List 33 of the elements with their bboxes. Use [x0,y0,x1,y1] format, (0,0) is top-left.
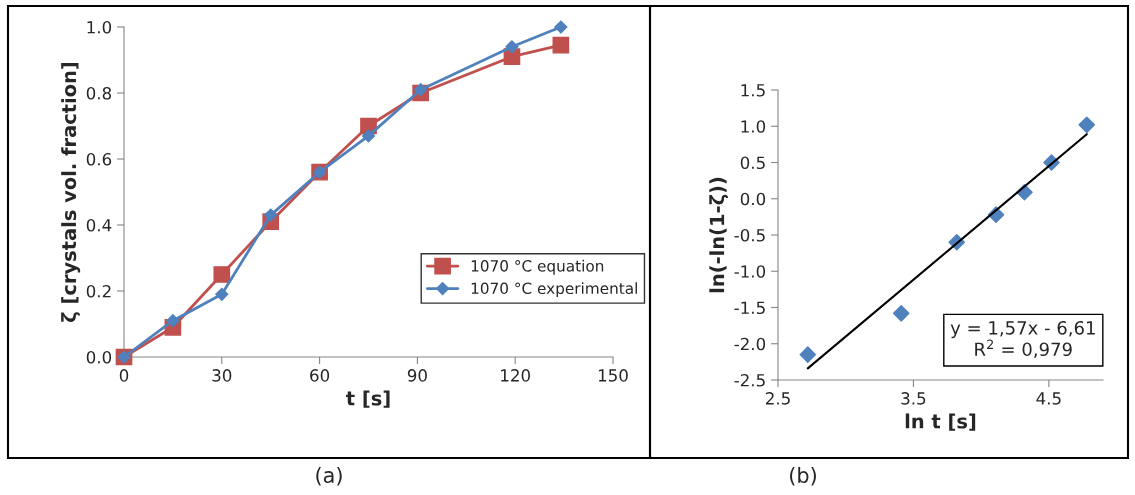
y-axis-title: ζ [crystals vol. fraction] [61,62,81,322]
annotation: y = 1,57x - 6,61 R$^{2}$ = 0,979 [950,320,1095,358]
y-tick-label: 0.2 [86,284,111,298]
y-tick-label: 0.0 [740,192,766,206]
x-tick-label: 30 [212,369,232,382]
x-tick-label: 60 [310,369,330,382]
y-tick-label: 0.4 [86,218,112,232]
y-tick-label: -2.0 [734,337,766,351]
y-tick-label: 0.6 [86,152,112,166]
text: (b) [790,466,816,486]
x-tick-label: 4.5 [1036,392,1061,405]
y-axis-title: ln(-ln(1-ζ)) [709,177,729,293]
y-tick-label: 1.0 [741,120,766,133]
y-tick-label: 1.5 [741,84,765,97]
y-tick-label: 1.0 [87,20,112,34]
y-tick-label: -1.0 [734,265,766,278]
y-tick-label: -1.5 [734,301,765,315]
y-tick-label: 0.0 [86,350,112,364]
text: (a) [316,466,342,486]
legend-label: 1070 °C equation [471,259,604,275]
x-tick-label: 2.5 [765,392,790,405]
x-tick-label: 120 [501,369,530,382]
x-tick-label: 0 [119,369,129,382]
y-tick-label: 0.8 [86,86,112,100]
y-tick-label: -2.5 [734,373,765,387]
x-axis-title: t [s] [346,390,390,408]
x-tick-label: 150 [598,369,628,382]
x-tick-label: 3.5 [901,392,926,405]
x-tick-label: 90 [407,369,427,382]
y-tick-label: 0.5 [740,156,765,170]
y-tick-label: -0.5 [734,228,765,242]
x-axis-title: ln t [s] [905,413,976,431]
legend-label: 1070 °C experimental [471,282,637,298]
